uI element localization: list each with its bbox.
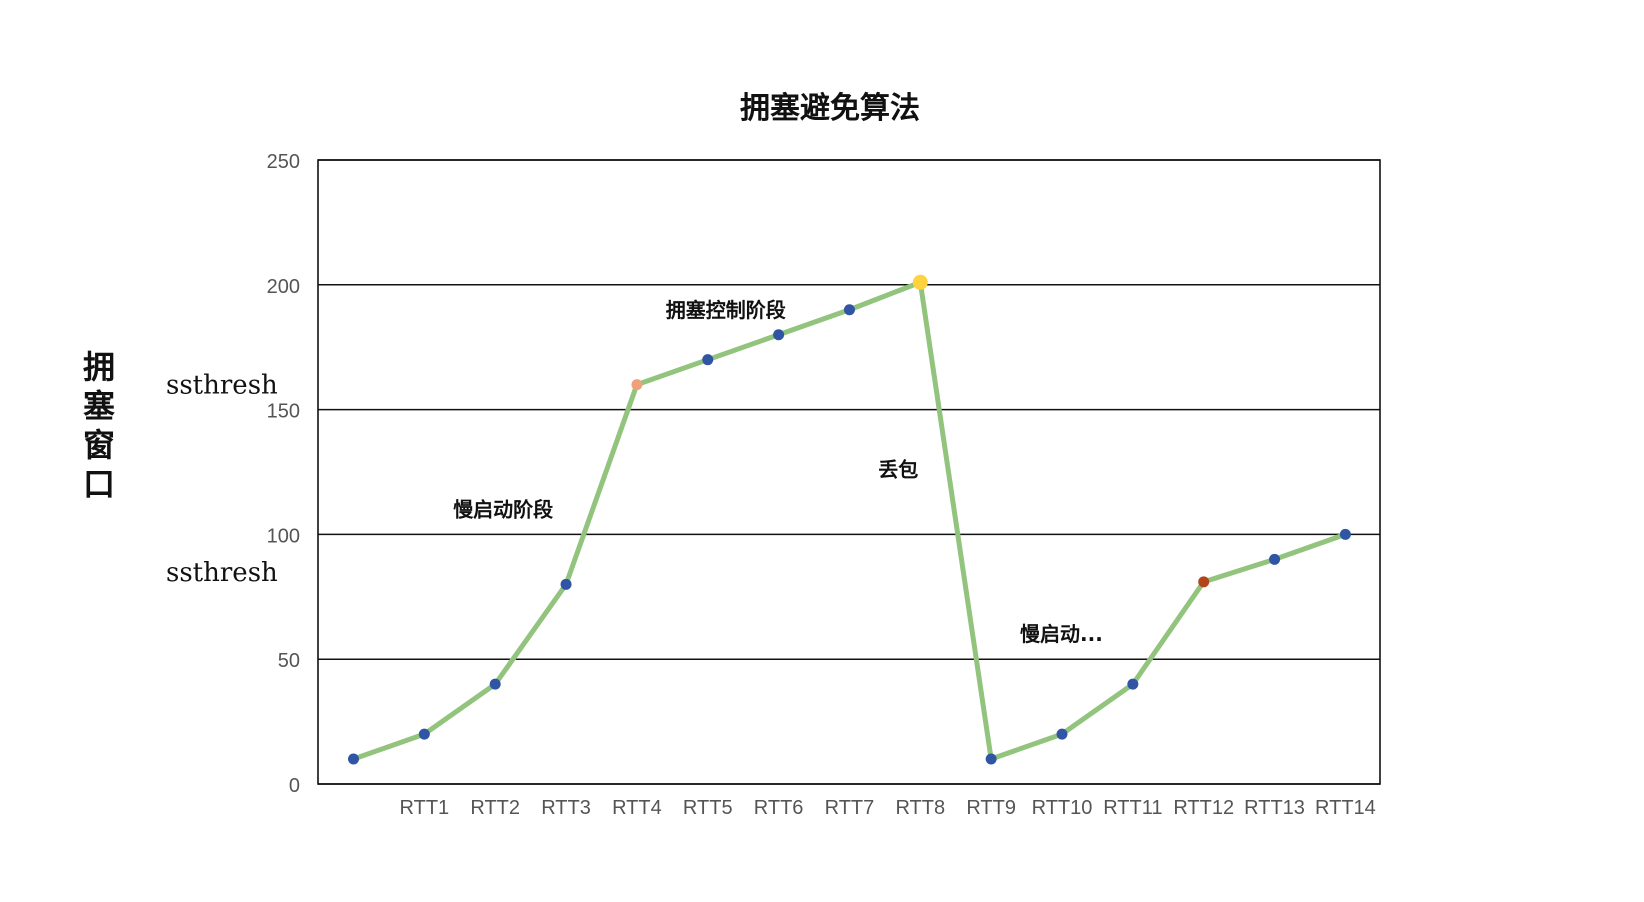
data-point — [912, 274, 928, 290]
data-point — [985, 753, 997, 765]
x-tick-label: RTT5 — [683, 797, 733, 819]
data-point — [1127, 678, 1139, 690]
y-tick-label: 100 — [267, 525, 300, 547]
data-points — [348, 274, 1351, 765]
data-point — [1269, 553, 1281, 565]
x-tick-label: RTT4 — [612, 797, 662, 819]
x-tick-label: RTT1 — [400, 797, 450, 819]
data-point — [348, 753, 359, 765]
ssthresh-label: ssthresh — [166, 371, 278, 401]
y-tick-label: 250 — [267, 151, 300, 173]
y-tick-label: 50 — [278, 650, 300, 672]
data-point — [631, 379, 643, 391]
data-point — [773, 329, 785, 341]
data-point — [702, 354, 714, 366]
annotations: ssthresh ssthresh 慢启动阶段 拥塞控制阶段丢包慢启动... — [166, 298, 1103, 646]
annotation-label: 拥塞控制阶段 — [666, 298, 786, 322]
x-tick-label: RTT8 — [895, 797, 945, 819]
x-tick-label: RTT10 — [1032, 797, 1093, 819]
y-axis-label-char: 塞 — [83, 387, 115, 425]
x-tick-label: RTT13 — [1244, 797, 1305, 819]
data-point — [560, 578, 572, 590]
data-point — [1198, 576, 1210, 588]
y-tick-label: 150 — [267, 401, 300, 423]
y-axis-ticks: 0 50 100 150 200 250 — [267, 151, 300, 797]
annotation-label: 丢包 — [878, 458, 918, 482]
y-tick-label: 200 — [267, 276, 300, 298]
annotation-label: 慢启动... — [1020, 622, 1103, 646]
x-tick-label: RTT9 — [966, 797, 1016, 819]
data-point — [418, 728, 430, 740]
y-axis-label-char: 口 — [83, 465, 115, 503]
x-tick-label: RTT6 — [754, 797, 804, 819]
ssthresh-label: ssthresh — [166, 558, 278, 588]
data-point — [1056, 728, 1068, 740]
x-tick-label: RTT12 — [1173, 797, 1234, 819]
y-axis-label-char: 窗 — [83, 426, 115, 464]
data-point — [1339, 528, 1351, 540]
data-point — [489, 678, 501, 690]
plot-border — [317, 159, 1381, 785]
x-tick-label: RTT11 — [1103, 797, 1162, 819]
grid-lines — [318, 159, 1380, 785]
data-point — [843, 304, 855, 316]
x-tick-label: RTT2 — [470, 797, 520, 819]
x-tick-label: RTT3 — [541, 797, 591, 819]
x-tick-label: RTT7 — [825, 797, 875, 819]
y-axis-label-char: 拥 — [83, 348, 115, 386]
x-axis-ticks: RTT1 RTT2 RTT3 RTT4 RTT5 RTT6 RTT7 RTT8 RTT9 RTT1… — [400, 797, 1376, 819]
x-tick-label: RTT14 — [1315, 797, 1376, 819]
y-tick-label: 0 — [289, 775, 300, 797]
annotation-label: 慢启动阶段 — [453, 497, 553, 521]
chart-title: 拥塞避免算法 — [740, 91, 920, 126]
